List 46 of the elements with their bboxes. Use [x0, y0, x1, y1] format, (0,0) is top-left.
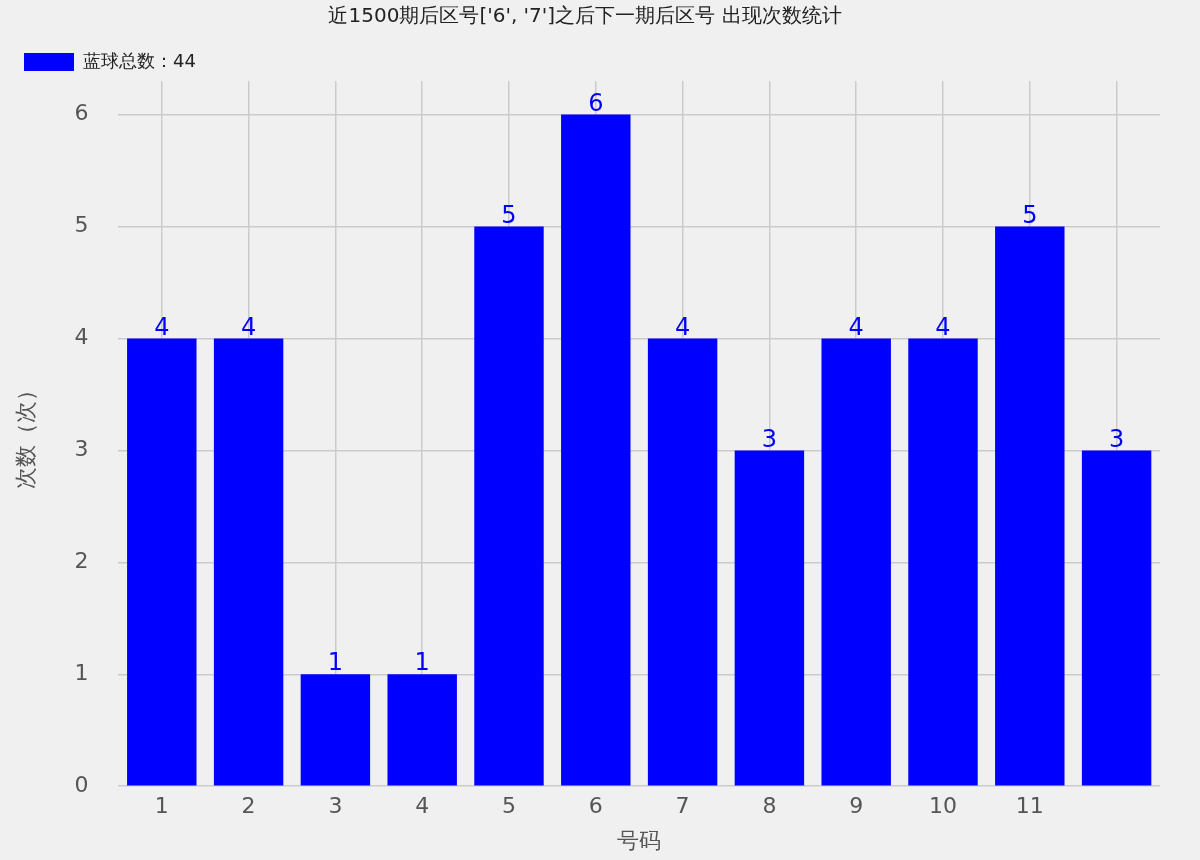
y-axis-title: 次数（次） [12, 378, 38, 489]
y-tick-label: 5 [74, 212, 89, 238]
legend-label: 蓝球总数：44 [83, 49, 196, 71]
x-tick-label: 5 [502, 793, 516, 819]
x-tick-label: 8 [762, 793, 777, 819]
data-label: 4 [240, 312, 257, 341]
x-tick-label: 7 [675, 793, 690, 819]
data-label: 1 [327, 648, 344, 677]
bar [734, 450, 805, 786]
bar [300, 674, 371, 786]
y-tick-label: 2 [74, 548, 89, 574]
data-label: 5 [1022, 200, 1038, 229]
bar [561, 114, 631, 786]
data-label: 4 [848, 312, 864, 341]
x-tick-label: 3 [328, 793, 343, 819]
bar [213, 338, 284, 786]
bar [127, 338, 197, 786]
data-label: 1 [414, 648, 430, 677]
x-tick-label: 6 [588, 793, 603, 819]
bar [995, 226, 1065, 786]
x-axis-title: 号码 [617, 827, 662, 853]
data-label: 4 [154, 312, 170, 341]
y-tick-label: 3 [74, 436, 89, 462]
y-tick-label: 4 [74, 324, 89, 350]
data-label: 4 [935, 312, 951, 341]
y-tick-label: 1 [74, 659, 89, 685]
data-label: 3 [761, 424, 778, 453]
y-tick-label: 0 [74, 771, 89, 797]
x-tick-label: 11 [1015, 793, 1044, 819]
data-label: 5 [501, 200, 517, 229]
x-tick-label: 4 [415, 793, 430, 819]
bar [387, 674, 457, 786]
x-tick-label: 1 [154, 793, 169, 819]
bar [821, 338, 891, 786]
x-tick-label: 9 [849, 793, 864, 819]
bar [474, 226, 544, 786]
bar [908, 338, 978, 786]
data-label: 4 [674, 312, 691, 341]
data-label: 3 [1108, 424, 1125, 453]
data-label: 6 [588, 88, 604, 117]
bar [1081, 450, 1152, 786]
x-tick-label: 10 [929, 793, 957, 819]
y-tick-label: 6 [74, 100, 89, 126]
chart-title: 近1500期后区号['6', '7']之后下一期后区号 出现次数统计 [328, 3, 842, 28]
bar [647, 338, 718, 786]
x-tick-label: 2 [241, 793, 256, 819]
